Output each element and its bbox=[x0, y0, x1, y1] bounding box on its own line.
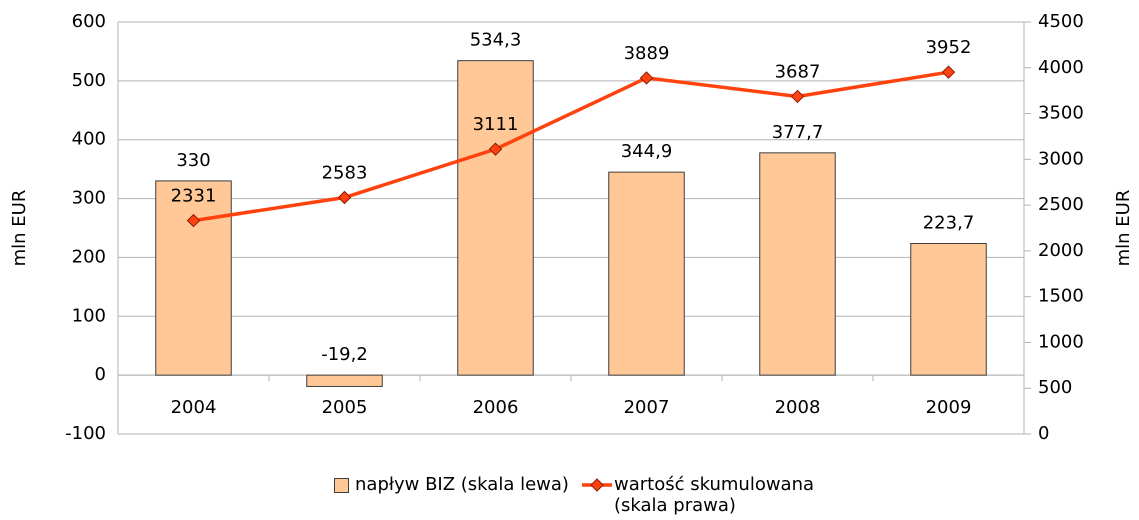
x-tick-label: 2004 bbox=[171, 397, 217, 418]
y2-tick-label: 4500 bbox=[1038, 11, 1084, 32]
bar-value-label: 344,9 bbox=[621, 141, 673, 162]
y2-axis-label: mln EUR bbox=[1113, 190, 1134, 267]
y2-tick-label: 2000 bbox=[1038, 240, 1084, 261]
y-tick-label: -100 bbox=[65, 423, 106, 444]
y-tick-label: 400 bbox=[72, 129, 106, 150]
bar-value-label: 377,7 bbox=[772, 122, 824, 143]
line-value-label: 2583 bbox=[322, 163, 368, 184]
y-tick-label: 100 bbox=[72, 305, 106, 326]
legend-label: wartość skumulowana (skala prawa) bbox=[614, 474, 815, 516]
legend-key bbox=[334, 478, 349, 493]
x-tick-label: 2008 bbox=[775, 397, 821, 418]
line-value-label: 2331 bbox=[171, 186, 217, 207]
y2-tick-label: 1500 bbox=[1038, 286, 1084, 307]
y2-tick-label: 1000 bbox=[1038, 331, 1084, 352]
bar-value-label: 330 bbox=[176, 150, 210, 171]
legend-item: napływ BIZ (skala lewa) bbox=[334, 474, 569, 495]
bar-value-label: -19,2 bbox=[321, 344, 368, 365]
y2-tick-label: 3500 bbox=[1038, 103, 1084, 124]
y-tick-label: 600 bbox=[72, 11, 106, 32]
bar bbox=[910, 242, 987, 376]
y2-tick-label: 2500 bbox=[1038, 194, 1084, 215]
x-tick-label: 2006 bbox=[473, 397, 519, 418]
y-axis-label: mln EUR bbox=[9, 190, 30, 267]
line-marker bbox=[941, 65, 956, 79]
legend-item: wartość skumulowana (skala prawa) bbox=[582, 474, 832, 516]
y-tick-label: 300 bbox=[72, 188, 106, 209]
bar bbox=[306, 374, 383, 387]
bar bbox=[457, 60, 534, 376]
line-marker bbox=[488, 142, 503, 156]
line-value-label: 3687 bbox=[775, 61, 821, 82]
y2-tick-label: 0 bbox=[1038, 423, 1049, 444]
line-value-label: 3889 bbox=[624, 43, 670, 64]
line-marker bbox=[639, 71, 654, 85]
bar bbox=[759, 152, 836, 376]
y2-tick-label: 500 bbox=[1038, 377, 1072, 398]
y-tick-label: 200 bbox=[72, 246, 106, 267]
y-tick-label: 0 bbox=[95, 364, 106, 385]
bar-value-label: 534,3 bbox=[470, 30, 522, 51]
bar bbox=[608, 171, 685, 376]
x-tick-label: 2005 bbox=[322, 397, 368, 418]
legend-label: napływ BIZ (skala lewa) bbox=[355, 474, 569, 495]
bar-value-label: 223,7 bbox=[923, 212, 975, 233]
y2-tick-label: 4000 bbox=[1038, 57, 1084, 78]
y-tick-label: 500 bbox=[72, 70, 106, 91]
legend-key bbox=[582, 474, 614, 497]
line-marker bbox=[337, 190, 352, 205]
x-tick-label: 2007 bbox=[624, 397, 670, 418]
line-marker bbox=[186, 213, 201, 228]
line-marker bbox=[790, 89, 805, 104]
line bbox=[193, 70, 949, 223]
y2-tick-label: 3000 bbox=[1038, 148, 1084, 169]
x-tick-label: 2009 bbox=[926, 397, 972, 418]
bar bbox=[155, 180, 232, 376]
line-value-label: 3952 bbox=[926, 37, 972, 58]
line-value-label: 3111 bbox=[473, 114, 519, 135]
